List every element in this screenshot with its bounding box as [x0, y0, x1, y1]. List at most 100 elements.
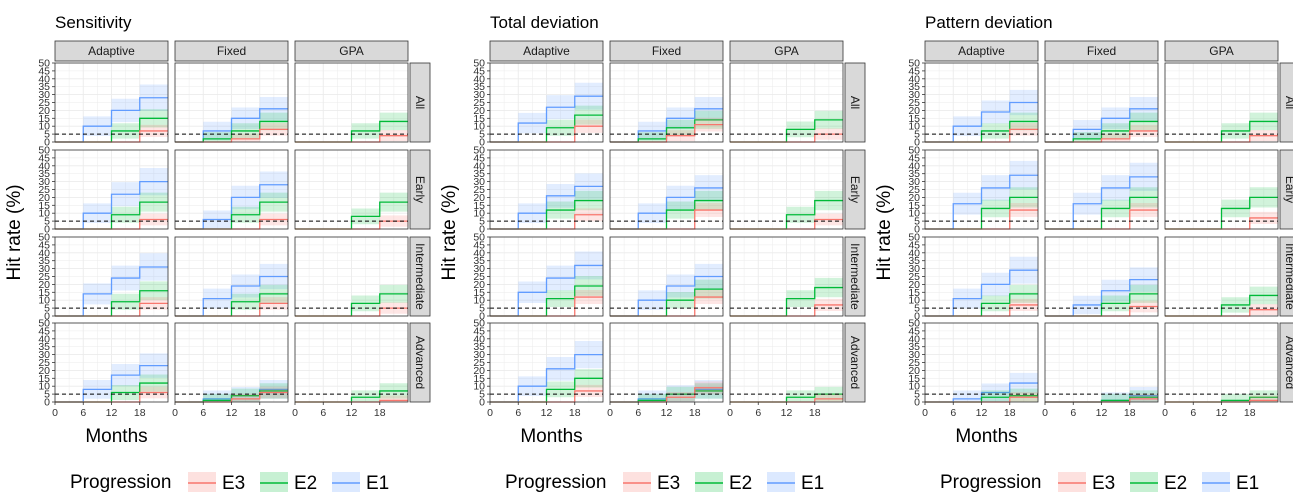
x-tick-label: 18 — [1124, 407, 1136, 419]
chart-title: Sensitivity — [55, 13, 132, 32]
y-tick-label: 20 — [908, 192, 920, 204]
y-tick-label: 50 — [908, 232, 920, 244]
column-header-box — [1164, 40, 1279, 62]
y-tick-label: 0 — [914, 224, 920, 236]
facet-panel-intermediate-gpa — [294, 236, 409, 317]
y-tick-label: 0 — [914, 311, 920, 323]
y-tick-label: 40 — [38, 73, 50, 85]
x-tick-label: 18 — [134, 407, 146, 419]
y-tick-label: 45 — [473, 152, 485, 164]
legend-label-e1: E1 — [1236, 473, 1259, 492]
panel-border — [729, 149, 844, 230]
x-tick-label: 18 — [1244, 407, 1256, 419]
y-tick-label: 30 — [908, 89, 920, 101]
ribbon-e3 — [55, 297, 168, 316]
facet-panel-all-fixed — [1044, 62, 1159, 143]
y-tick-label: 20 — [38, 105, 50, 117]
x-tick-label: 0 — [487, 407, 493, 419]
facet-panel-intermediate-fixed — [1044, 236, 1159, 317]
y-tick-label: 30 — [908, 349, 920, 361]
legend-title: Progression — [940, 472, 1041, 492]
panel-border — [1164, 149, 1279, 230]
x-tick-label: 6 — [200, 407, 206, 419]
facet-panel-intermediate-gpa — [729, 236, 844, 317]
ribbon-e3 — [490, 119, 603, 142]
x-axis-label: Months — [85, 426, 147, 447]
step-line-e1 — [490, 353, 603, 403]
y-tick-label: 40 — [473, 247, 485, 259]
row-strip-box — [1279, 62, 1293, 143]
y-tick-label: 10 — [473, 121, 485, 133]
y-tick-label: 50 — [473, 145, 485, 157]
column-header-box — [54, 40, 169, 62]
row-strip-box — [409, 62, 431, 143]
step-line-e1 — [610, 187, 723, 230]
column-header-box — [609, 40, 724, 62]
legend-key-e1 — [332, 472, 360, 492]
column-header-label: Adaptive — [88, 44, 135, 58]
column-header-box — [924, 40, 1039, 62]
legend-label-e1: E1 — [366, 473, 389, 492]
facet-panel-early-fixed — [1044, 149, 1159, 230]
y-tick-label: 10 — [473, 381, 485, 393]
row-strip-box — [409, 149, 431, 230]
ribbon-e3 — [490, 384, 603, 402]
panel-border — [174, 149, 289, 230]
y-tick-label: 25 — [38, 271, 50, 283]
column-header-label: GPA — [339, 44, 363, 58]
panel-border — [294, 236, 409, 317]
facet-panel-advanced-gpa: 0 6 12 18 — [1162, 322, 1279, 419]
step-line-e1 — [55, 365, 168, 403]
y-tick-label: 10 — [38, 208, 50, 220]
y-tick-label: 25 — [38, 357, 50, 369]
row-strip-label: Early — [848, 176, 862, 203]
y-tick-label: 5 — [479, 216, 485, 228]
y-axis-label: Hit rate (%) — [4, 184, 25, 280]
legend-title: Progression — [70, 472, 171, 492]
y-tick-label: 10 — [473, 295, 485, 307]
y-tick-label: 40 — [908, 247, 920, 259]
x-tick-label: 18 — [809, 407, 821, 419]
y-tick-label: 15 — [908, 287, 920, 299]
panel-border — [294, 62, 409, 143]
panel-border — [174, 62, 289, 143]
x-tick-label: 6 — [635, 407, 641, 419]
row-strip-label: Advanced — [1283, 336, 1293, 389]
x-tick-label: 6 — [755, 407, 761, 419]
y-tick-label: 15 — [473, 287, 485, 299]
y-tick-label: 25 — [908, 184, 920, 196]
facet-chart-0: Sensitivity Adaptive Fixed GPA All Early Inter… — [4, 13, 431, 492]
y-tick-label: 30 — [38, 89, 50, 101]
legend-key-e2 — [260, 472, 288, 492]
y-tick-label: 50 — [473, 232, 485, 244]
y-tick-label: 25 — [908, 271, 920, 283]
facet-panel-intermediate-gpa — [1164, 236, 1279, 317]
facet-panel-all-gpa — [294, 62, 409, 143]
x-tick-label: 12 — [781, 407, 793, 419]
y-tick-label: 0 — [914, 397, 920, 409]
x-tick-label: 6 — [1190, 407, 1196, 419]
y-tick-label: 20 — [908, 279, 920, 291]
row-strip-label: Intermediate — [848, 243, 862, 310]
y-tick-label: 45 — [473, 65, 485, 77]
facet-panel-intermediate-fixed — [174, 236, 289, 317]
legend-label-e3: E3 — [222, 473, 245, 492]
column-header-box — [294, 40, 409, 62]
y-axis-label: Hit rate (%) — [874, 184, 895, 280]
ribbon-e2 — [295, 112, 408, 142]
y-tick-label: 45 — [908, 239, 920, 251]
x-tick-label: 18 — [254, 407, 266, 419]
row-strip-label: All — [413, 96, 427, 109]
y-tick-label: 15 — [473, 373, 485, 385]
row-strip-box — [1279, 322, 1293, 403]
y-tick-label: 35 — [38, 168, 50, 180]
y-tick-label: 40 — [908, 73, 920, 85]
y-tick-label: 5 — [914, 216, 920, 228]
facet-panel-early-fixed — [609, 149, 724, 230]
chart-title: Pattern deviation — [925, 13, 1053, 32]
